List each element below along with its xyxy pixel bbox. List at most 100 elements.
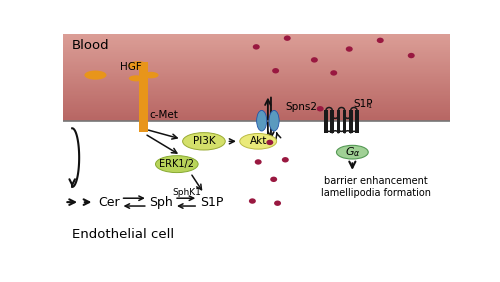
Ellipse shape xyxy=(84,70,106,80)
Bar xyxy=(62,43,450,44)
Bar xyxy=(62,64,450,65)
Text: c-Met: c-Met xyxy=(150,110,178,120)
Text: S1P: S1P xyxy=(353,99,372,109)
Ellipse shape xyxy=(311,57,318,63)
Bar xyxy=(62,72,450,73)
Bar xyxy=(62,52,450,53)
Ellipse shape xyxy=(129,75,144,81)
Bar xyxy=(62,94,450,95)
Bar xyxy=(62,114,450,115)
Bar xyxy=(62,92,450,94)
Bar xyxy=(62,41,450,43)
Text: ERK1/2: ERK1/2 xyxy=(160,159,194,169)
Bar xyxy=(62,75,450,76)
Bar xyxy=(62,70,450,71)
Bar xyxy=(62,45,450,46)
Bar xyxy=(62,97,450,98)
Bar xyxy=(62,115,450,116)
Bar xyxy=(62,81,450,83)
Ellipse shape xyxy=(336,145,368,159)
Bar xyxy=(62,63,450,64)
Bar xyxy=(62,76,450,77)
Bar xyxy=(62,87,450,88)
Bar xyxy=(62,86,450,87)
Text: barrier enhancement: barrier enhancement xyxy=(324,177,428,186)
Bar xyxy=(62,36,450,37)
Ellipse shape xyxy=(274,201,281,206)
Bar xyxy=(62,116,450,117)
Bar xyxy=(62,40,450,41)
Bar xyxy=(336,111,340,133)
Bar xyxy=(62,56,450,57)
Bar xyxy=(62,46,450,47)
Bar xyxy=(62,118,450,120)
Bar xyxy=(62,108,450,109)
Bar xyxy=(62,88,450,89)
Ellipse shape xyxy=(182,133,225,150)
Text: Akt: Akt xyxy=(250,136,267,146)
Ellipse shape xyxy=(156,156,198,173)
Bar xyxy=(62,98,450,99)
Ellipse shape xyxy=(240,133,277,149)
Bar xyxy=(62,77,450,78)
Text: Endothelial cell: Endothelial cell xyxy=(72,228,174,241)
Bar xyxy=(62,48,450,49)
Bar xyxy=(62,39,450,40)
Bar xyxy=(62,80,450,81)
Ellipse shape xyxy=(272,68,279,74)
Bar xyxy=(356,111,358,133)
Bar xyxy=(62,60,450,61)
Text: $G_α$: $G_α$ xyxy=(344,145,360,159)
Bar xyxy=(62,101,450,102)
Bar xyxy=(62,96,450,97)
Bar xyxy=(62,44,450,45)
Ellipse shape xyxy=(266,140,274,145)
Text: $_1$: $_1$ xyxy=(366,102,372,111)
Bar xyxy=(62,83,450,84)
Bar xyxy=(62,69,450,70)
Ellipse shape xyxy=(128,61,148,69)
Text: PI3K: PI3K xyxy=(192,136,215,146)
Bar xyxy=(62,107,450,108)
Bar xyxy=(62,104,450,105)
Bar xyxy=(62,120,450,121)
Bar xyxy=(62,74,450,75)
Bar xyxy=(62,67,450,69)
Bar xyxy=(62,89,450,90)
Bar xyxy=(62,91,450,92)
Bar xyxy=(62,58,450,59)
Bar xyxy=(62,50,450,51)
Ellipse shape xyxy=(377,38,384,43)
Bar xyxy=(62,65,450,67)
Bar xyxy=(62,73,450,74)
Bar xyxy=(62,62,450,63)
Ellipse shape xyxy=(249,198,256,204)
Bar xyxy=(62,61,450,62)
Bar xyxy=(62,54,450,56)
Bar xyxy=(62,71,450,72)
Bar xyxy=(62,57,450,58)
Ellipse shape xyxy=(408,53,414,58)
Bar xyxy=(62,103,450,104)
Ellipse shape xyxy=(254,159,262,165)
Ellipse shape xyxy=(256,110,266,131)
Bar xyxy=(62,84,450,85)
Bar xyxy=(62,51,450,52)
Bar xyxy=(62,109,450,110)
Ellipse shape xyxy=(346,46,352,52)
Ellipse shape xyxy=(253,44,260,50)
Bar xyxy=(62,112,450,113)
Ellipse shape xyxy=(282,157,289,162)
Text: Sph: Sph xyxy=(150,196,173,209)
Bar xyxy=(62,102,450,103)
Bar xyxy=(349,111,352,133)
Text: S1P: S1P xyxy=(200,196,224,209)
Ellipse shape xyxy=(143,72,158,78)
Text: Spns2: Spns2 xyxy=(286,102,318,112)
Bar xyxy=(62,110,450,111)
Bar xyxy=(62,99,450,100)
Bar xyxy=(62,37,450,38)
Bar xyxy=(62,111,450,112)
Ellipse shape xyxy=(330,70,337,76)
Bar xyxy=(62,95,450,96)
